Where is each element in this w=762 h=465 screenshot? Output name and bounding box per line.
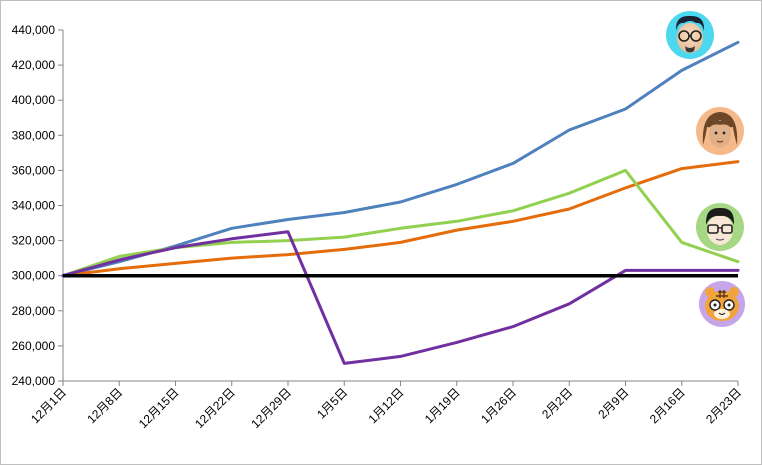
y-tick-label: 380,000 [12,128,56,142]
y-tick-label: 300,000 [12,269,56,283]
x-tick-label: 2月16日 [647,385,688,426]
y-axis-ticks: 240,000 260,000 280,000 300,000 320,000 340,0… [12,23,63,388]
x-tick-label: 2月9日 [595,385,631,421]
avatar-brown-hair-orange-bg-icon [696,107,744,155]
y-tick-label: 360,000 [12,163,56,177]
y-tick-label: 340,000 [12,199,56,213]
series-line-3 [61,168,740,278]
x-tick-label: 1月26日 [478,385,519,426]
series-line-1 [61,40,740,278]
series-line-2 [61,160,740,278]
x-tick-label: 12月22日 [192,385,238,431]
x-axis-ticks: 12月1日 12月8日 12月15日 12月22日 12月29日 1月5日 1月12日 1月1… [28,381,744,431]
x-tick-label: 2月23日 [703,385,744,426]
y-tick-label: 320,000 [12,234,56,248]
x-tick-label: 12月1日 [28,385,69,426]
y-tick-label: 260,000 [12,339,56,353]
x-tick-label: 2月2日 [539,385,575,421]
y-tick-label: 280,000 [12,304,56,318]
y-tick-label: 240,000 [12,374,56,388]
x-tick-label: 12月15日 [136,385,182,431]
avatar-tiger-purple-bg-icon [699,281,745,327]
avatar-glasses-blue-bg-icon [666,11,714,59]
avatar-glasses-green-bg-icon [696,203,744,251]
x-tick-label: 1月19日 [422,385,463,426]
x-tick-label: 12月8日 [84,385,125,426]
axes [62,30,738,382]
y-tick-label: 400,000 [12,93,56,107]
x-tick-label: 12月29日 [248,385,294,431]
y-tick-label: 440,000 [12,23,56,37]
x-tick-label: 1月5日 [314,385,350,421]
x-tick-label: 1月12日 [366,385,407,426]
series-layer [61,40,740,365]
y-tick-label: 420,000 [12,58,56,72]
series-line-4 [61,230,740,365]
